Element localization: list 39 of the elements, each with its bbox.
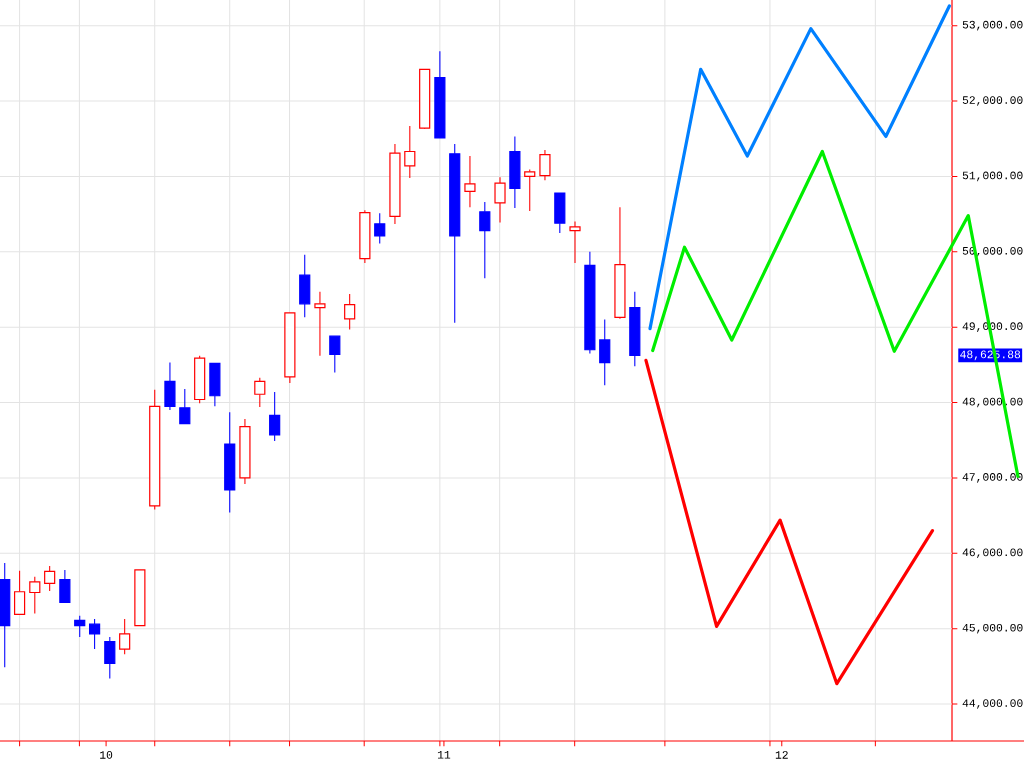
candlestick bbox=[164, 362, 176, 411]
candlestick bbox=[479, 201, 491, 279]
y-tick-label: 52,000.00 bbox=[962, 96, 1023, 106]
candlestick bbox=[329, 335, 341, 373]
x-tick-label: 11 bbox=[437, 751, 451, 759]
candlestick bbox=[299, 254, 311, 318]
candlestick bbox=[284, 312, 296, 384]
x-tick-label: 10 bbox=[100, 751, 113, 759]
candlestick bbox=[509, 135, 521, 209]
line-series bbox=[644, 358, 935, 686]
y-tick-label: 46,000.00 bbox=[962, 548, 1023, 559]
y-tick-label: 47,000.00 bbox=[962, 473, 1023, 483]
candlestick bbox=[434, 50, 446, 139]
candlestick bbox=[134, 569, 146, 627]
y-tick-label: 45,000.00 bbox=[962, 623, 1023, 634]
candlestick bbox=[14, 570, 26, 615]
candlestick bbox=[569, 221, 581, 264]
candlestick bbox=[209, 362, 221, 407]
candlestick bbox=[359, 209, 371, 264]
x-tick-label: 12 bbox=[775, 751, 788, 759]
candlestick bbox=[404, 125, 416, 179]
y-tick-label: 51,000.00 bbox=[962, 171, 1023, 182]
y-tick-label: 44,000.00 bbox=[962, 699, 1023, 709]
candlestick bbox=[584, 251, 596, 355]
candlestick bbox=[179, 388, 191, 425]
candlestick bbox=[464, 155, 476, 208]
candlestick bbox=[389, 143, 401, 225]
candlestick bbox=[494, 176, 506, 223]
candlestick bbox=[554, 192, 566, 234]
candlestick bbox=[599, 319, 611, 386]
candlestick bbox=[224, 411, 236, 514]
candlestick bbox=[59, 569, 71, 603]
y-tick-label: 53,000.00 bbox=[962, 20, 1023, 31]
candlestick bbox=[539, 149, 551, 181]
candlestick bbox=[239, 418, 251, 485]
line-series bbox=[648, 4, 951, 331]
candlestick bbox=[614, 206, 626, 320]
candlestick bbox=[449, 143, 461, 324]
candlestick bbox=[314, 291, 326, 357]
